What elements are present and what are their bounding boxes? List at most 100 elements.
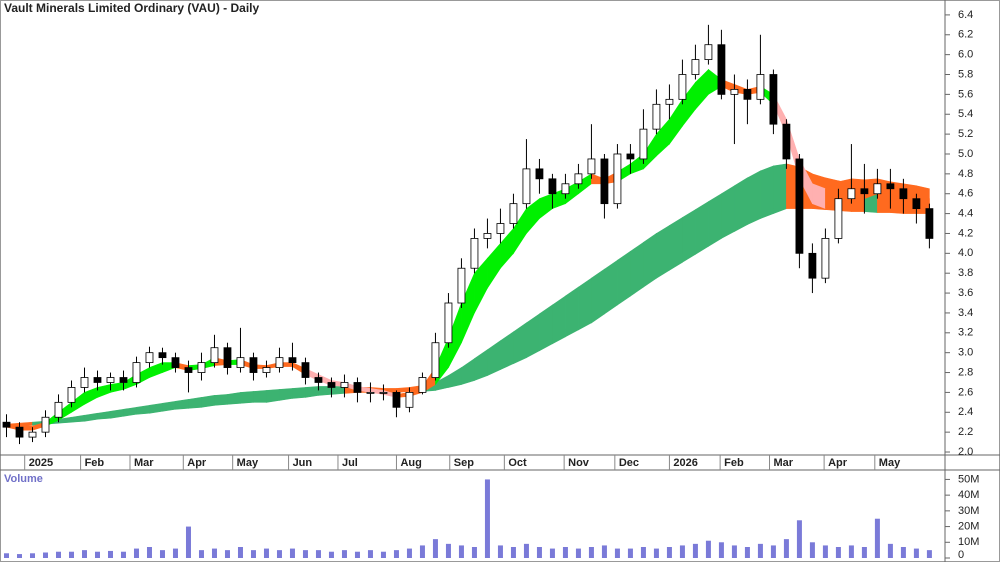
candle-body [509, 203, 518, 224]
volume-bar [107, 550, 113, 558]
volume-bar [887, 543, 893, 558]
candle-body [223, 347, 232, 368]
volume-bar [458, 545, 464, 558]
volume-bar [367, 550, 373, 558]
candle-body [93, 377, 102, 383]
slow-band-segment [266, 389, 280, 403]
candle-body [730, 89, 739, 95]
candle-body [886, 183, 895, 190]
y-tick-label: 0 [958, 549, 964, 561]
volume-bar [393, 550, 399, 558]
volume-title: Volume [4, 473, 43, 485]
candle-body [236, 357, 245, 368]
volume-bar [380, 551, 386, 558]
candle-body [314, 377, 323, 383]
candle-body [782, 123, 791, 160]
slow-band-segment [734, 177, 748, 232]
volume-bar [432, 539, 438, 558]
slow-band-segment [617, 250, 631, 306]
slow-band-segment [760, 165, 774, 219]
volume-bar [276, 550, 282, 558]
candle-body [145, 352, 154, 364]
slow-band-segment [201, 395, 215, 408]
candle-body [600, 158, 609, 205]
candle-body [301, 362, 310, 378]
x-tick-label: May [237, 457, 259, 469]
slow-band-segment [747, 170, 761, 225]
volume-bar [562, 547, 568, 558]
y-tick-label: 4.6 [958, 188, 973, 200]
candle-body [366, 392, 375, 394]
y-tick-label: 10M [958, 536, 979, 548]
candle-body [197, 362, 206, 373]
candle-body [548, 178, 557, 195]
volume-bar [627, 548, 633, 558]
candle-body [873, 183, 882, 195]
volume-bar [471, 547, 477, 558]
slow-band-segment [149, 402, 163, 414]
volume-bar [497, 545, 503, 558]
candle-body [327, 382, 336, 388]
volume-bar [744, 547, 750, 558]
candle-body [847, 188, 856, 200]
candle-body [171, 357, 180, 368]
volume-bar [640, 547, 646, 558]
candle-body [119, 377, 128, 383]
x-tick-label: Sep [454, 457, 474, 469]
volume-bar [848, 545, 854, 558]
volume-bar [718, 542, 724, 558]
volume-bar [42, 552, 48, 558]
slow-band-segment [669, 217, 683, 271]
candle-body [535, 168, 544, 180]
slow-band-segment [565, 286, 579, 338]
volume-bar [289, 548, 295, 558]
slow-band-segment [682, 209, 696, 263]
y-tick-label: 3.6 [958, 287, 973, 299]
slow-band-segment [240, 391, 254, 404]
slow-band-segment [630, 241, 644, 297]
candle-body [249, 357, 258, 373]
candle-body [67, 387, 76, 403]
x-tick-label: Nov [568, 457, 590, 469]
volume-bar [159, 550, 165, 558]
volume-bar [68, 551, 74, 558]
candle-body [795, 158, 804, 254]
volume-bar [835, 547, 841, 558]
candle-body [743, 89, 752, 100]
volume-bar [484, 479, 490, 558]
volume-bar [133, 548, 139, 558]
volume-bar [575, 548, 581, 558]
y-tick-label: 50M [958, 473, 979, 485]
y-tick-label: 30M [958, 505, 979, 517]
slow-band-segment [253, 390, 267, 403]
y-tick-label: 2.2 [958, 426, 973, 438]
candle-body [405, 392, 414, 408]
volume-bar [549, 548, 555, 558]
candle-body [496, 223, 505, 234]
candle-body [184, 367, 193, 373]
y-tick-label: 4.4 [958, 207, 973, 219]
candle-body [353, 382, 362, 393]
volume-bar [861, 547, 867, 558]
candle-body [106, 377, 115, 383]
volume-bar [679, 545, 685, 558]
candle-body [262, 367, 271, 373]
x-tick-label: Jul [342, 457, 358, 469]
y-tick-label: 5.4 [958, 108, 973, 120]
y-tick-label: 6.4 [958, 9, 973, 21]
x-tick-label: 2026 [673, 457, 697, 469]
volume-bar [328, 551, 334, 558]
x-tick-label: Mar [774, 457, 794, 469]
candle-body [483, 233, 492, 239]
volume-bar [445, 543, 451, 558]
volume-bar [510, 547, 516, 558]
candle-body [665, 98, 674, 105]
volume-bar [757, 543, 763, 558]
candle-body [925, 208, 934, 239]
slow-band-segment [721, 185, 735, 239]
candle-body [457, 267, 466, 304]
slow-band-segment [227, 392, 241, 405]
volume-bar [237, 547, 243, 558]
y-tick-label: 2.4 [958, 406, 973, 418]
